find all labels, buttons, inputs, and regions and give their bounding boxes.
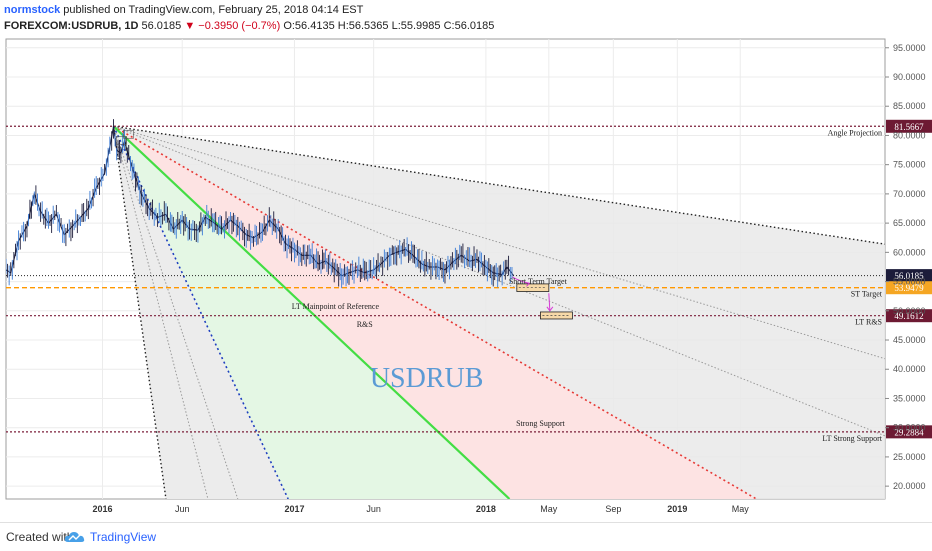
fan-labels: [116, 129, 134, 145]
y-tick-label: 40.0000: [893, 364, 926, 374]
level-label: ST Target: [851, 290, 883, 299]
x-tick-label: May: [540, 504, 558, 514]
annotations: Short Term Target LT Mainpoint of Referen…: [292, 277, 568, 428]
x-tick-label: Jun: [175, 504, 190, 514]
price-axis[interactable]: 95.0000 90.0000 85.0000 80.0000 75.0000 70.00…: [885, 43, 926, 491]
fan-line: [113, 126, 209, 499]
y-tick-label: 85.0000: [893, 101, 926, 111]
tradingview-link[interactable]: TradingView: [64, 527, 156, 547]
level-badge-text: 53.9479: [894, 283, 924, 293]
x-tick-label: 2016: [92, 504, 112, 514]
y-tick-label: 95.0000: [893, 43, 926, 53]
x-tick-label: 2017: [284, 504, 304, 514]
x-tick-label: Jun: [366, 504, 381, 514]
fan-line-blue: [112, 125, 289, 499]
level-badge: [886, 269, 932, 283]
y-tick-label: 90.0000: [893, 72, 926, 82]
level-badge: [886, 281, 932, 295]
symbol-label: FOREXCOM:USDRUB, 1D: [4, 20, 139, 32]
level-badge-text: 49.1612: [894, 311, 923, 321]
y-tick-label: 35.0000: [893, 393, 926, 403]
target-arrows: [511, 276, 554, 312]
x-tick-label: 2018: [476, 504, 496, 514]
author-name[interactable]: normstock: [4, 4, 61, 16]
horizontal-levels: [6, 125, 885, 433]
fan-line-red: [113, 125, 757, 499]
y-tick-label: 75.0000: [893, 160, 926, 170]
tradingview-brand: TradingView: [90, 530, 157, 544]
time-axis[interactable]: 2016 Jun 2017 Jun 2018 May Sep 2019 May: [92, 504, 749, 514]
ohlc-high: H:56.5365: [337, 20, 389, 32]
publish-line: normstock published on TradingView.com, …: [4, 2, 924, 18]
x-tick-label: 2019: [667, 504, 687, 514]
fan-line-bottom: [112, 126, 167, 499]
y-tick-label: 65.0000: [893, 218, 926, 228]
level-badge-text: 56.0185: [894, 271, 924, 281]
y-tick-label: 55.0000: [893, 277, 926, 287]
x-tick-label: Sep: [605, 504, 621, 514]
level-labels: 81.5667 Angle Projection 56.0185 53.9479 ST …: [822, 119, 932, 443]
y-tick-label: 25.0000: [893, 452, 926, 462]
pivot-marker: [116, 135, 127, 145]
level-label: LT R&S: [855, 318, 882, 327]
arrow-to-long-target: [548, 293, 551, 311]
chart-header: normstock published on TradingView.com, …: [4, 2, 924, 36]
level-label: Angle Projection: [828, 128, 882, 137]
y-tick-label: 50.0000: [893, 306, 926, 316]
price-change: −0.3950 (−0.7%): [198, 20, 281, 32]
y-tick-label: 45.0000: [893, 335, 926, 345]
annotation-text: Short Term Target: [509, 277, 568, 286]
level-badge: [886, 309, 932, 323]
price-chart[interactable]: USDRUB Short Term Target LT Mainpoint of …: [0, 36, 932, 522]
x-tick-label: May: [732, 504, 750, 514]
tradingview-cloud-icon: [64, 532, 85, 542]
fan-line-green: [112, 125, 511, 499]
level-badge: [886, 425, 932, 439]
fan-line: [113, 126, 239, 499]
publish-info: published on TradingView.com, February 2…: [60, 4, 364, 16]
fan-line: [113, 125, 885, 360]
last-price: 56.0185: [141, 20, 182, 32]
y-tick-label: 80.0000: [893, 130, 926, 140]
arrowhead: [546, 306, 554, 312]
y-tick-label: 30.0000: [893, 423, 926, 433]
watermark-text: USDRUB: [370, 363, 484, 394]
annotation-text: R&S: [357, 320, 373, 329]
pivot-marker: [123, 129, 134, 139]
ohlc-low: L:55.9985: [391, 20, 441, 32]
down-arrow-icon: ▼: [184, 20, 196, 32]
footer-bar: Created with TradingView: [0, 522, 932, 551]
created-with-text: Created with: [6, 530, 74, 544]
y-tick-label: 20.0000: [893, 481, 926, 491]
y-tick-label: 70.0000: [893, 189, 926, 199]
level-badge-text: 81.5667: [894, 122, 924, 132]
ohlc-close: C:56.0185: [443, 20, 495, 32]
annotation-text: LT Mainpoint of Reference: [292, 302, 380, 311]
price-series: [6, 119, 515, 289]
level-badge-text: 29.2884: [894, 427, 924, 437]
y-tick-label: 60.0000: [893, 247, 926, 257]
level-label: LT Strong Support: [822, 434, 882, 443]
arrowhead: [525, 281, 531, 287]
ohlc-open: O:56.4135: [283, 20, 335, 32]
annotation-text: Strong Support: [516, 419, 565, 428]
symbol-line: FOREXCOM:USDRUB, 1D 56.0185 ▼ −0.3950 (−…: [4, 18, 924, 34]
fan-grey-region: [113, 126, 885, 499]
level-badge: [886, 119, 932, 133]
target-boxes: [516, 283, 573, 320]
